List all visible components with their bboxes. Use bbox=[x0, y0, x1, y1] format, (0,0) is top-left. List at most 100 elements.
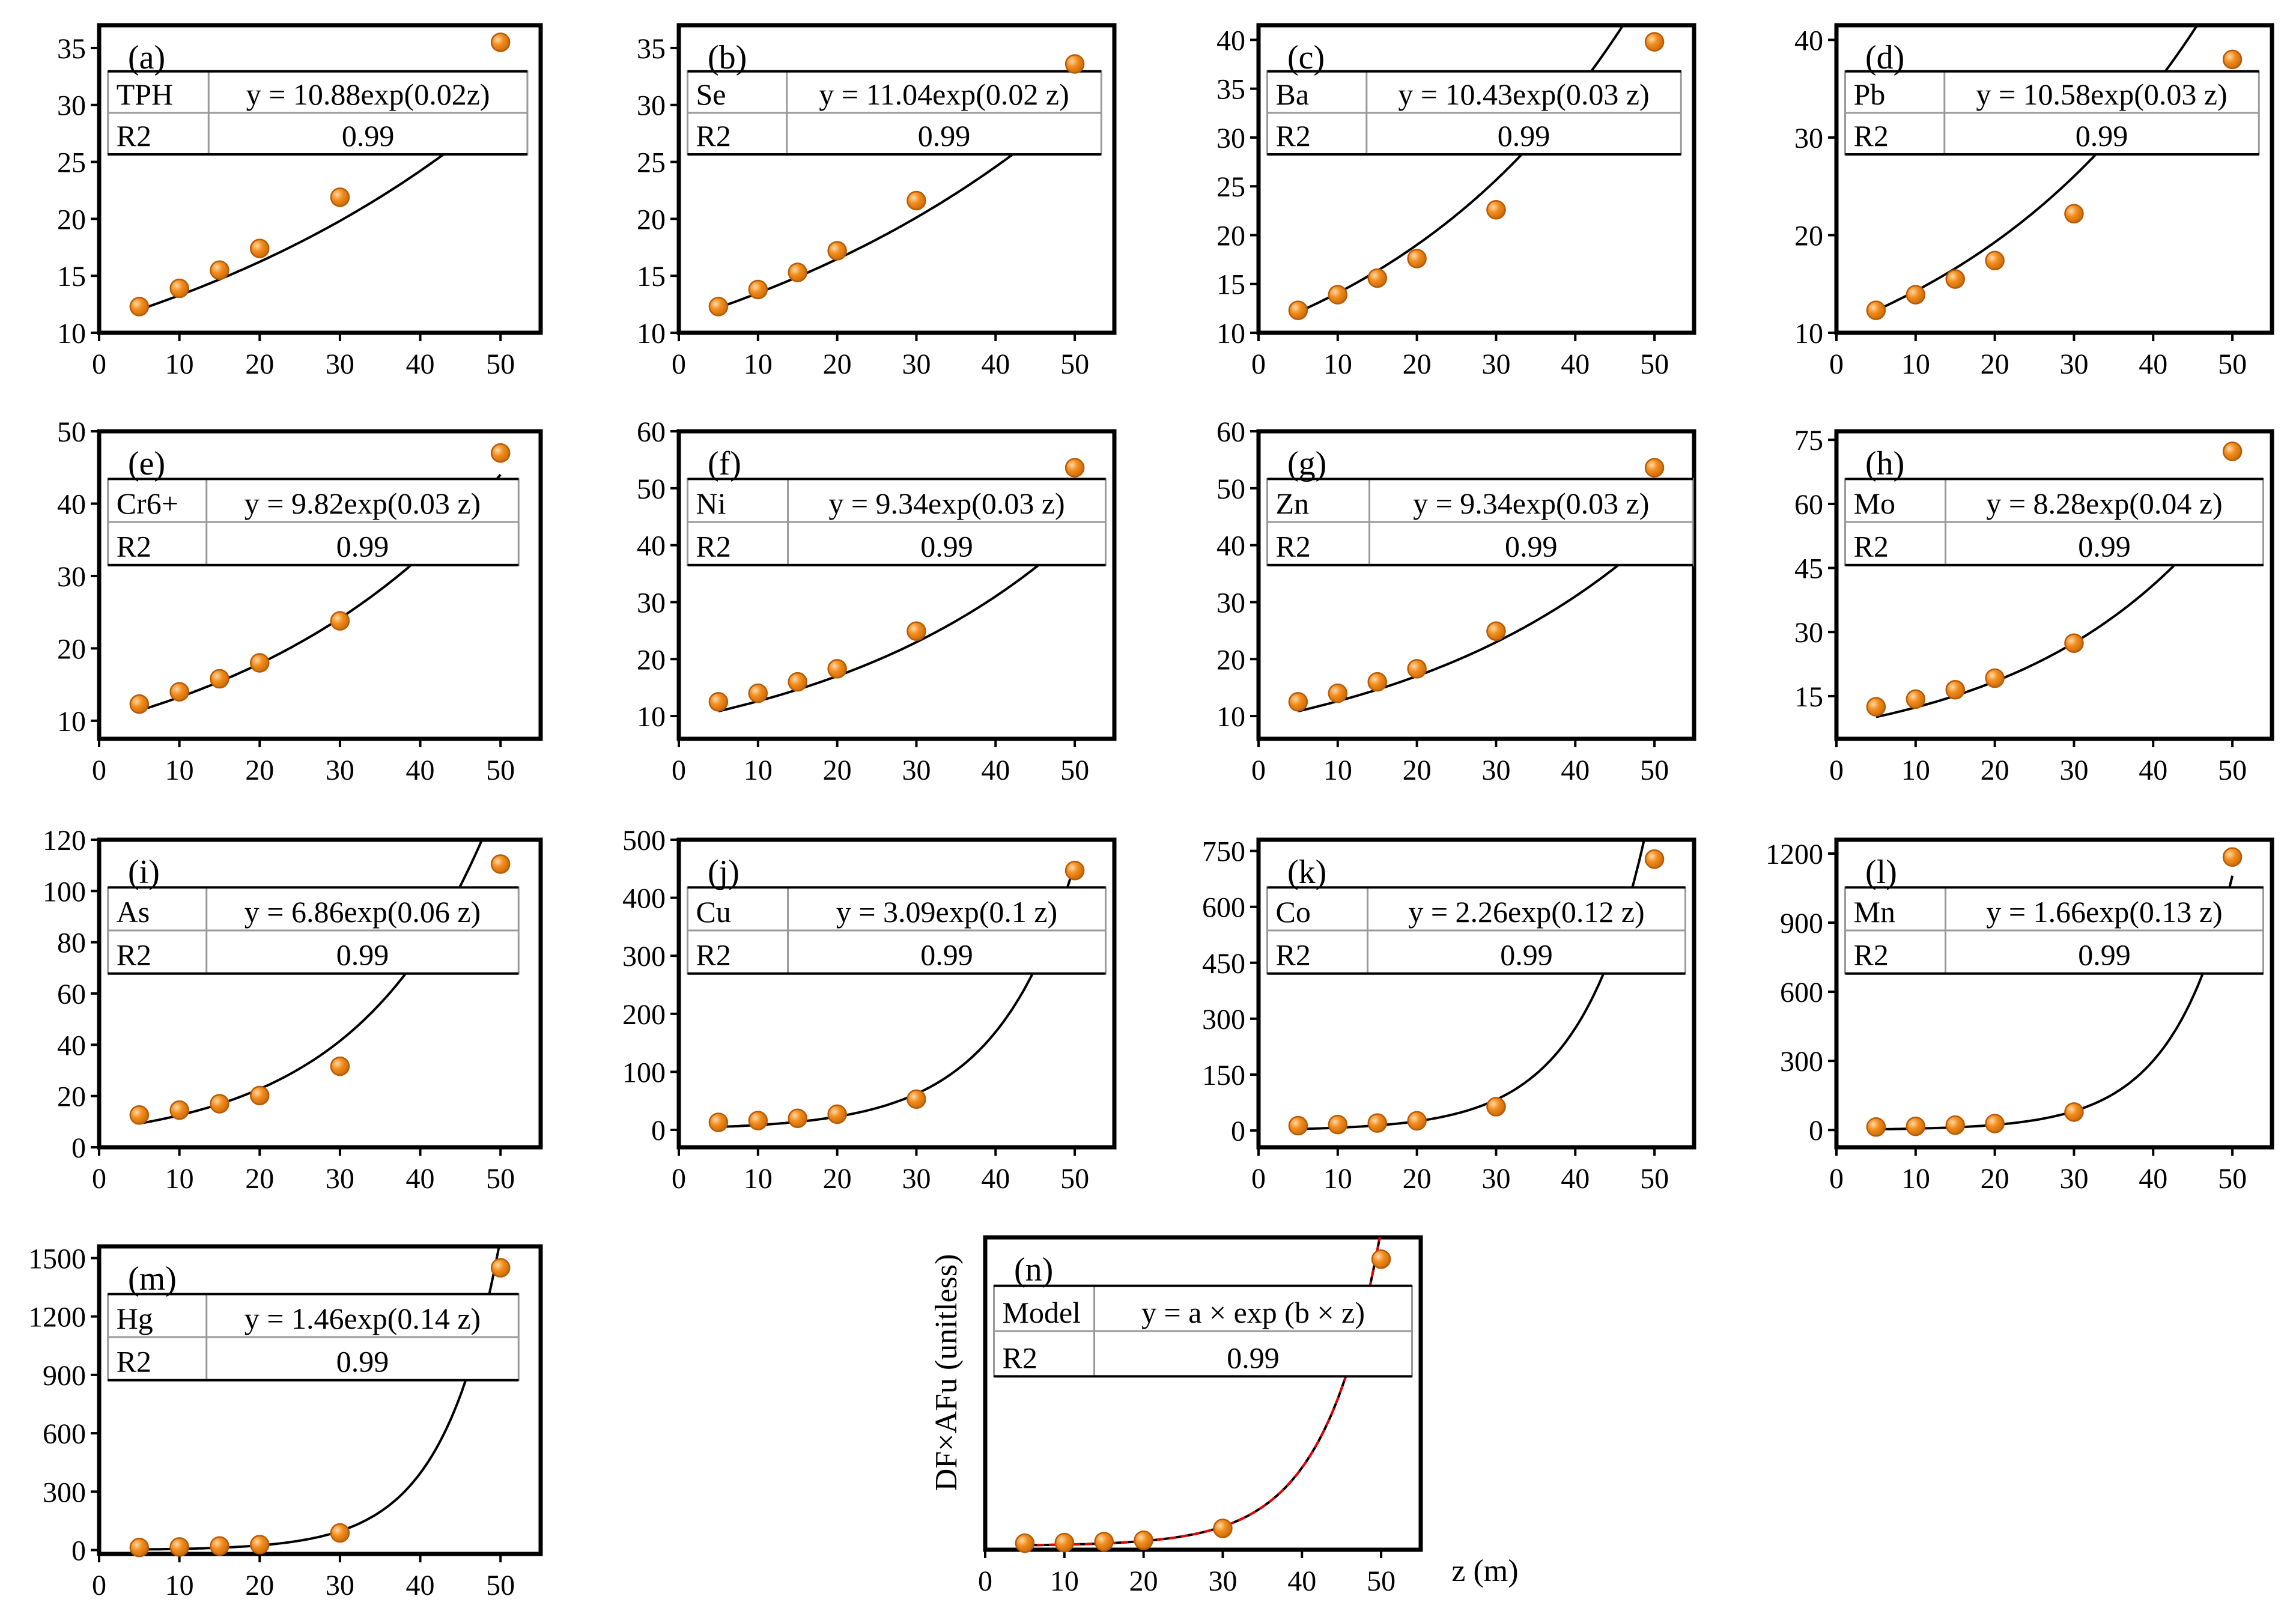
chart-panel-14: 0 10 20 30 40 50 Model y = a × exp (b × z) R2 0.9… bbox=[978, 1235, 1423, 1597]
x-tick-label: 40 bbox=[2139, 754, 2167, 786]
r2-label: R2 bbox=[1854, 938, 1889, 972]
x-tick-label: 50 bbox=[2218, 1163, 2247, 1195]
y-tick-label: 20 bbox=[637, 644, 666, 676]
chart-panel-13: 0 10 20 30 40 50 0 300 600 900 1200 1500 Hg y = 1.46e… bbox=[28, 1243, 543, 1601]
r2-label: R2 bbox=[1276, 938, 1311, 972]
y-tick-label: 45 bbox=[1794, 553, 1823, 585]
element-label: Zn bbox=[1276, 487, 1310, 520]
y-tick-label: 60 bbox=[1794, 489, 1823, 521]
data-point bbox=[1644, 458, 1665, 478]
y-tick-label: 35 bbox=[637, 33, 666, 65]
x-tick-label: 20 bbox=[823, 754, 852, 786]
x-tick-label: 20 bbox=[1981, 348, 2009, 380]
data-point bbox=[2222, 847, 2243, 867]
data-point bbox=[1866, 1117, 1886, 1137]
panel-letter: (c) bbox=[1287, 39, 1325, 76]
data-point bbox=[1486, 621, 1506, 642]
y-tick-label: 120 bbox=[43, 825, 86, 857]
model-curve-dashed bbox=[1024, 1237, 1381, 1547]
x-tick-label: 50 bbox=[1640, 754, 1669, 786]
data-point bbox=[490, 443, 511, 463]
data-point bbox=[1064, 860, 1085, 881]
y-tick-label: 400 bbox=[622, 883, 666, 915]
x-tick-label: 50 bbox=[1060, 1163, 1089, 1195]
y-tick-label: 25 bbox=[637, 147, 666, 179]
fit-equation: y = 8.28exp(0.04 z) bbox=[1986, 487, 2222, 520]
x-tick-label: 30 bbox=[902, 754, 931, 786]
y-tick-label: 450 bbox=[1202, 948, 1245, 980]
y-tick-label: 0 bbox=[1809, 1115, 1823, 1147]
equation-box: Se y = 11.04exp(0.02 z) R2 0.99 bbox=[687, 70, 1102, 156]
equation-box: As y = 6.86exp(0.06 z) R2 0.99 bbox=[107, 886, 520, 975]
data-point bbox=[748, 1111, 768, 1130]
r2-label: R2 bbox=[117, 530, 151, 563]
data-point bbox=[129, 297, 150, 317]
x-tick-label: 20 bbox=[823, 1163, 852, 1195]
y-tick-label: 500 bbox=[622, 825, 666, 857]
data-point bbox=[169, 278, 189, 299]
x-tick-label: 40 bbox=[406, 754, 435, 786]
y-tick-label: 25 bbox=[57, 147, 86, 179]
equation-box: Cr6+ y = 9.82exp(0.03 z) R2 0.99 bbox=[107, 478, 520, 566]
x-tick-label: 20 bbox=[245, 348, 274, 380]
data-point bbox=[788, 262, 807, 282]
y-tick-label: 20 bbox=[1216, 220, 1245, 252]
data-point bbox=[1906, 689, 1926, 709]
data-point bbox=[827, 241, 847, 261]
x-tick-label: 10 bbox=[1050, 1565, 1079, 1597]
element-label: Mo bbox=[1854, 487, 1895, 520]
data-point bbox=[1945, 269, 1965, 289]
y-tick-label: 10 bbox=[637, 318, 666, 350]
x-tick-label: 10 bbox=[744, 754, 773, 786]
x-tick-label: 30 bbox=[326, 1163, 354, 1195]
r2-value: 0.99 bbox=[2078, 938, 2131, 972]
y-tick-label: 15 bbox=[1216, 269, 1245, 301]
x-tick-label: 40 bbox=[981, 754, 1010, 786]
element-label: Cr6+ bbox=[117, 487, 178, 520]
y-tick-label: 20 bbox=[1216, 644, 1245, 676]
y-tick-label: 10 bbox=[637, 701, 666, 733]
panel-letter: (k) bbox=[1287, 854, 1326, 891]
y-tick-label: 15 bbox=[57, 261, 86, 293]
fit-curve bbox=[718, 863, 1077, 1129]
data-point bbox=[708, 1112, 729, 1132]
y-tick-label: 35 bbox=[57, 33, 86, 65]
x-tick-label: 50 bbox=[486, 1570, 515, 1601]
y-tick-label: 40 bbox=[57, 1030, 86, 1061]
x-tick-label: 30 bbox=[326, 1570, 354, 1601]
y-tick-label: 150 bbox=[1202, 1060, 1245, 1091]
r2-value: 0.99 bbox=[2078, 530, 2131, 563]
data-point bbox=[1985, 668, 2005, 688]
x-tick-label: 10 bbox=[165, 1163, 194, 1195]
data-point bbox=[1094, 1532, 1114, 1552]
y-tick-label: 900 bbox=[43, 1360, 86, 1392]
data-point bbox=[2222, 441, 2243, 461]
x-tick-label: 0 bbox=[1251, 348, 1266, 380]
x-tick-label: 20 bbox=[1403, 754, 1432, 786]
x-tick-label: 40 bbox=[981, 348, 1010, 380]
x-tick-label: 20 bbox=[823, 348, 852, 380]
fit-curve bbox=[1875, 498, 2234, 718]
x-tick-label: 30 bbox=[1481, 1163, 1510, 1195]
data-point bbox=[250, 1085, 270, 1106]
x-tick-label: 50 bbox=[1060, 754, 1089, 786]
element-label: Ni bbox=[696, 487, 726, 520]
data-point bbox=[1328, 683, 1348, 703]
data-point bbox=[129, 1538, 150, 1558]
x-tick-label: 0 bbox=[92, 1163, 106, 1195]
y-tick-label: 40 bbox=[1794, 25, 1823, 56]
x-tick-label: 20 bbox=[245, 754, 274, 786]
element-label: Se bbox=[696, 77, 726, 111]
data-point bbox=[1866, 697, 1886, 717]
r2-value: 0.99 bbox=[1505, 530, 1558, 563]
x-tick-label: 20 bbox=[1981, 1163, 2009, 1195]
fit-curve bbox=[1298, 840, 1645, 1130]
data-point bbox=[748, 683, 768, 703]
data-point bbox=[2064, 204, 2084, 223]
data-point bbox=[490, 1258, 511, 1278]
data-point bbox=[1288, 1115, 1308, 1136]
equation-box: Mo y = 8.28exp(0.04 z) R2 0.99 bbox=[1844, 478, 2264, 566]
panel-letter: (g) bbox=[1287, 445, 1326, 482]
